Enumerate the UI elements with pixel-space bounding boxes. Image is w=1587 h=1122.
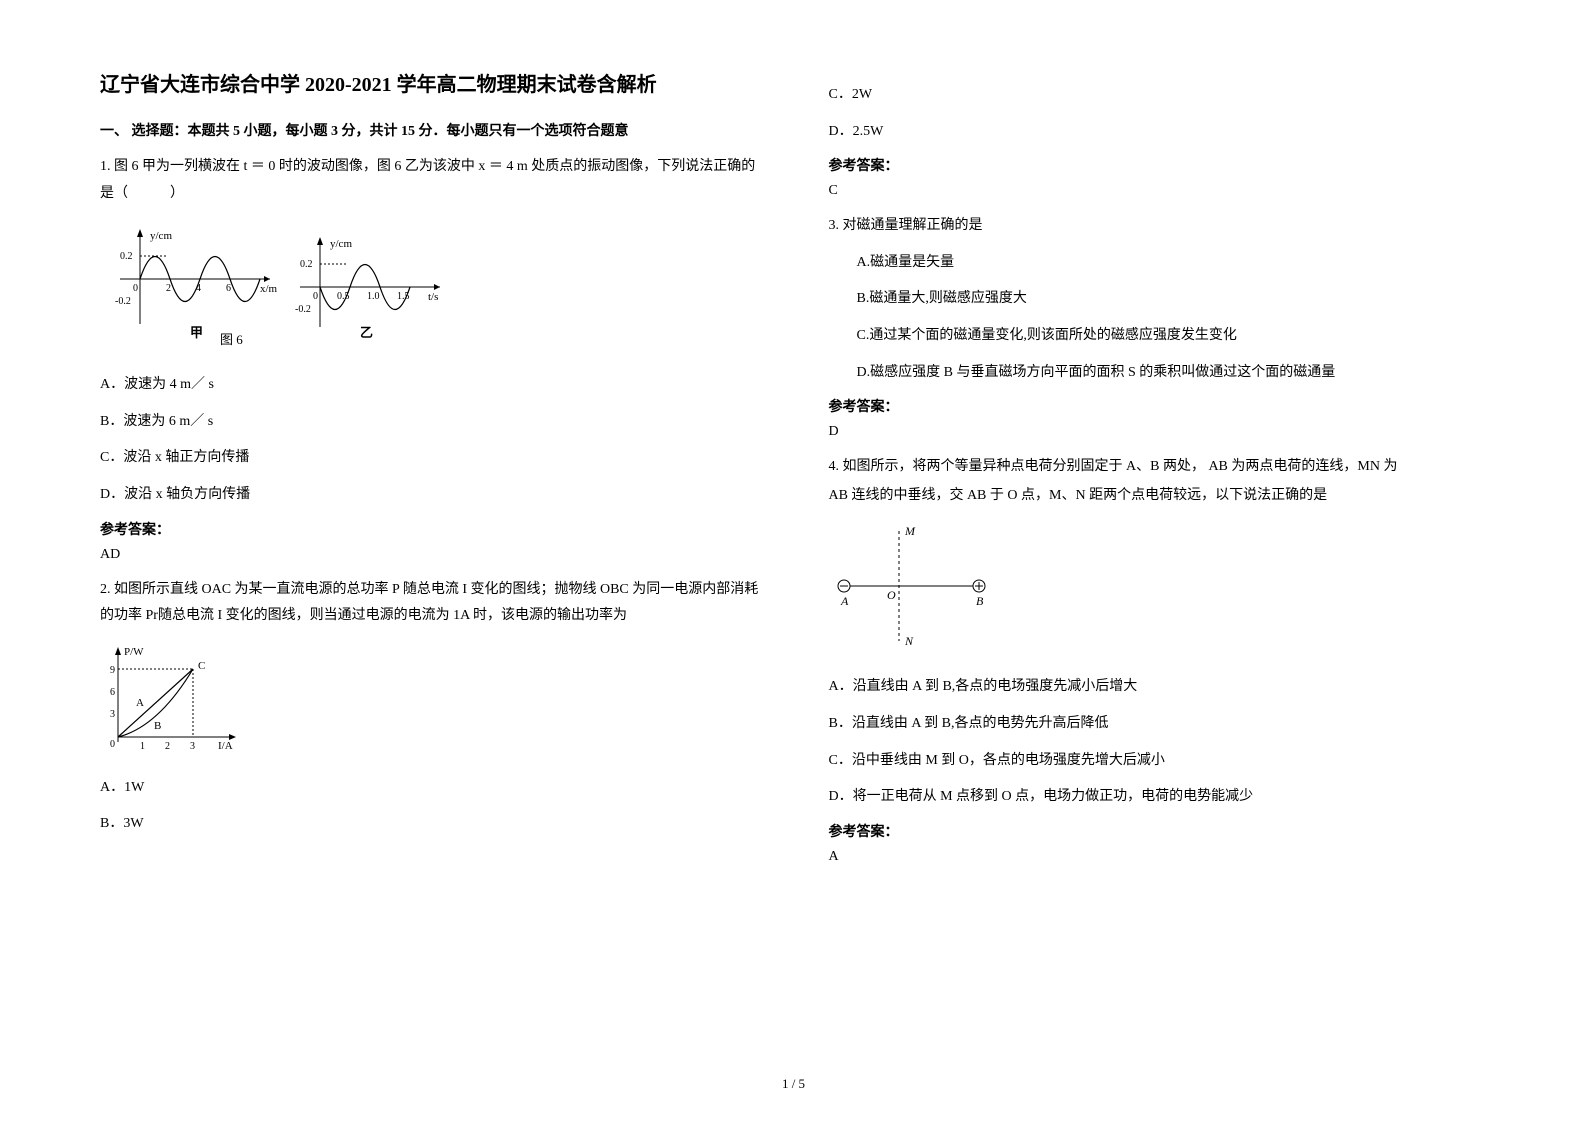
svg-text:2: 2 bbox=[165, 741, 170, 752]
q4-figure: A B M N O bbox=[829, 521, 1498, 656]
q4-labelB: B bbox=[976, 594, 984, 608]
q3-optC: C.通过某个面的磁通量变化,则该面所处的磁感应强度发生变化 bbox=[857, 323, 1498, 350]
chart1-ylabel: y/cm bbox=[150, 230, 172, 242]
q1-answer-label: 参考答案： bbox=[100, 519, 769, 539]
chart2-ytick-neg: -0.2 bbox=[295, 304, 311, 315]
q1-stem: 1. 图 6 甲为一列横波在 t ＝ 0 时的波动图像，图 6 乙为该波中 x … bbox=[100, 154, 769, 207]
q1-figure: y/cm x/m 0.2 -0.2 0 2 4 6 甲 bbox=[100, 219, 769, 354]
q4-optA: A．沿直线由 A 到 B,各点的电场强度先减小后增大 bbox=[829, 674, 1498, 701]
q2-answer-label: 参考答案： bbox=[829, 155, 1498, 175]
q2-answer: C bbox=[829, 183, 1498, 199]
section-heading: 一、 选择题：本题共 5 小题，每小题 3 分，共计 15 分．每小题只有一个选… bbox=[100, 120, 769, 140]
q3-optA: A.磁通量是矢量 bbox=[857, 250, 1498, 277]
chart2-origin: 0 bbox=[313, 291, 318, 302]
chart2-ylabel: y/cm bbox=[330, 238, 352, 250]
q2-labelA: A bbox=[136, 697, 144, 709]
q2-optC: C．2W bbox=[829, 82, 1498, 109]
svg-text:6: 6 bbox=[110, 687, 115, 698]
chart1-origin: 0 bbox=[133, 283, 138, 294]
q3-optB: B.磁通量大,则磁感应强度大 bbox=[857, 286, 1498, 313]
chart2-caption: 乙 bbox=[360, 325, 373, 340]
q2-optB: B．3W bbox=[100, 811, 769, 838]
q2-optD: D．2.5W bbox=[829, 119, 1498, 146]
chart1-ytick-pos: 0.2 bbox=[120, 251, 133, 262]
chart1-ytick-neg: -0.2 bbox=[115, 296, 131, 307]
chart2-ytick-pos: 0.2 bbox=[300, 259, 313, 270]
q1-answer: AD bbox=[100, 547, 769, 563]
svg-text:3: 3 bbox=[110, 709, 115, 720]
power-chart-svg: P/W I/A 0 3 6 9 1 2 3 A B C bbox=[100, 642, 250, 752]
q4-labelA: A bbox=[840, 594, 849, 608]
q2-figure: P/W I/A 0 3 6 9 1 2 3 A B C bbox=[100, 642, 769, 757]
q2-labelC: C bbox=[198, 660, 205, 672]
svg-text:0: 0 bbox=[110, 739, 115, 750]
figure6-caption: 图 6 bbox=[220, 332, 243, 347]
wave-charts-svg: y/cm x/m 0.2 -0.2 0 2 4 6 甲 bbox=[100, 219, 460, 349]
q4-stem-line1: 4. 如图所示，将两个等量异种点电荷分别固定于 A、B 两处， AB 为两点电荷… bbox=[829, 454, 1498, 481]
charge-diagram-svg: A B M N O bbox=[829, 521, 1009, 651]
q2-xlabel: I/A bbox=[218, 740, 233, 752]
chart1-xtick-2: 2 bbox=[166, 283, 171, 294]
document-title: 辽宁省大连市综合中学 2020-2021 学年高二物理期末试卷含解析 bbox=[100, 70, 769, 100]
q4-answer-label: 参考答案： bbox=[829, 821, 1498, 841]
svg-text:3: 3 bbox=[190, 741, 195, 752]
q2-stem: 2. 如图所示直线 OAC 为某一直流电源的总功率 P 随总电流 I 变化的图线… bbox=[100, 577, 769, 630]
q1-optA: A．波速为 4 m／ s bbox=[100, 372, 769, 399]
page-number: 1 / 5 bbox=[0, 1076, 1587, 1092]
q3-optD: D.磁感应强度 B 与垂直磁场方向平面的面积 S 的乘积叫做通过这个面的磁通量 bbox=[857, 360, 1498, 387]
q3-answer: D bbox=[829, 424, 1498, 440]
q4-optD: D．将一正电荷从 M 点移到 O 点，电场力做正功，电荷的电势能减少 bbox=[829, 784, 1498, 811]
q4-stem-line2: AB 连线的中垂线，交 AB 于 O 点，M、N 距两个点电荷较远，以下说法正确… bbox=[829, 483, 1498, 510]
q3-stem: 3. 对磁通量理解正确的是 bbox=[829, 213, 1498, 240]
svg-text:1: 1 bbox=[140, 741, 145, 752]
page: 辽宁省大连市综合中学 2020-2021 学年高二物理期末试卷含解析 一、 选择… bbox=[0, 0, 1587, 919]
q1-optC: C．波沿 x 轴正方向传播 bbox=[100, 445, 769, 472]
svg-text:9: 9 bbox=[110, 665, 115, 676]
q4-optC: C．沿中垂线由 M 到 O，各点的电场强度先增大后减小 bbox=[829, 748, 1498, 775]
chart2-xlabel: t/s bbox=[428, 291, 438, 303]
q4-answer: A bbox=[829, 849, 1498, 865]
q4-labelO: O bbox=[887, 588, 896, 602]
chart1-xlabel: x/m bbox=[260, 283, 278, 295]
q1-optD: D．波沿 x 轴负方向传播 bbox=[100, 482, 769, 509]
q4-labelN: N bbox=[904, 634, 914, 648]
q2-optA: A．1W bbox=[100, 775, 769, 802]
chart1-xtick-6: 6 bbox=[226, 283, 231, 294]
chart1-caption: 甲 bbox=[190, 325, 203, 340]
left-column: 辽宁省大连市综合中学 2020-2021 学年高二物理期末试卷含解析 一、 选择… bbox=[100, 70, 769, 879]
q1-optB: B．波速为 6 m／ s bbox=[100, 409, 769, 436]
right-column: C．2W D．2.5W 参考答案： C 3. 对磁通量理解正确的是 A.磁通量是… bbox=[829, 70, 1498, 879]
q4-optB: B．沿直线由 A 到 B,各点的电势先升高后降低 bbox=[829, 711, 1498, 738]
chart2-xtick-10: 1.0 bbox=[367, 291, 380, 302]
q3-answer-label: 参考答案： bbox=[829, 396, 1498, 416]
q2-ylabel: P/W bbox=[124, 646, 144, 658]
q4-labelM: M bbox=[904, 524, 916, 538]
q2-labelB: B bbox=[154, 720, 161, 732]
